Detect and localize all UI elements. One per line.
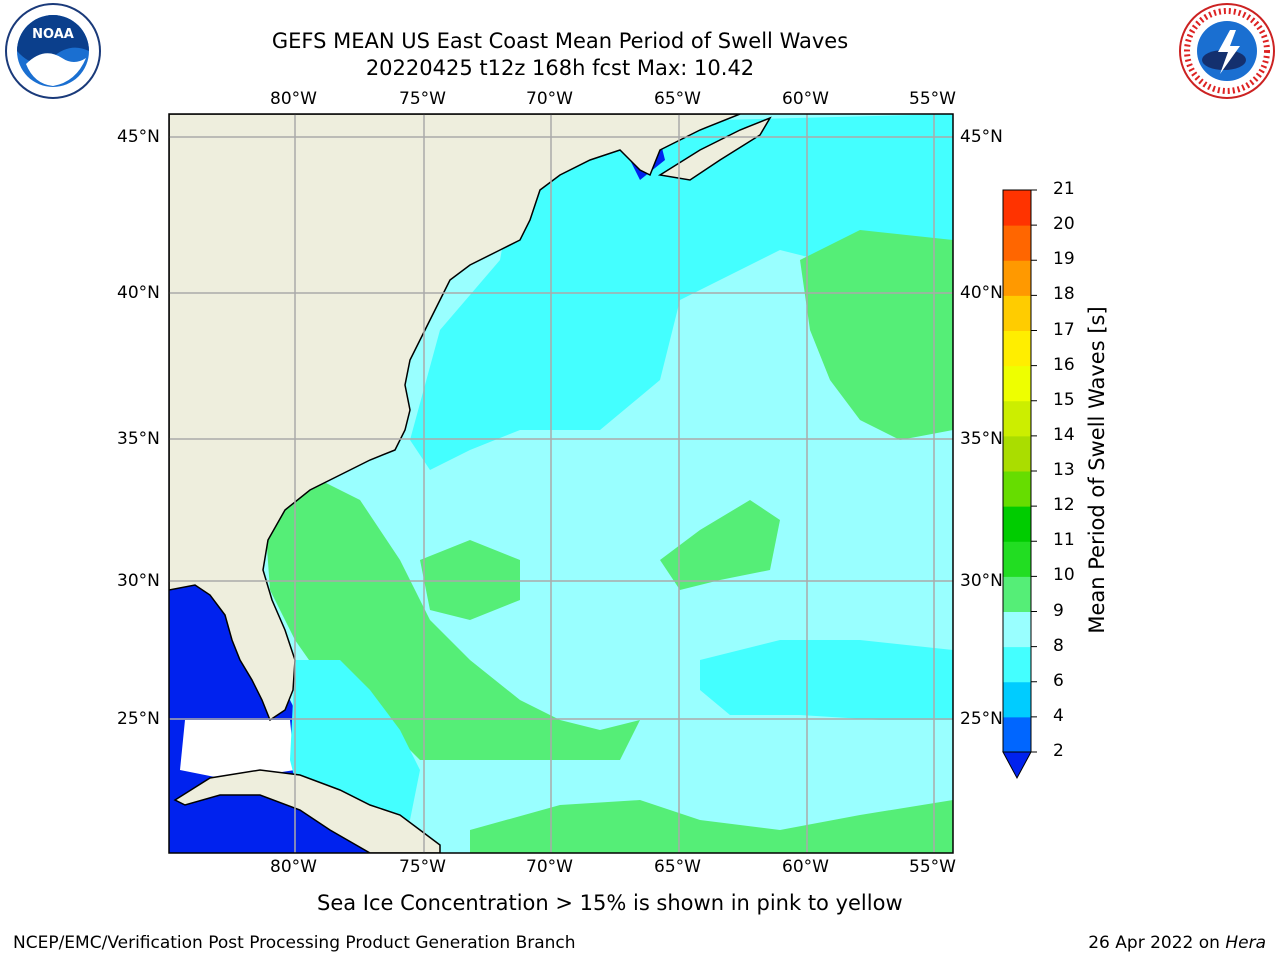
cuba-land	[173, 769, 441, 853]
lat-label-right: 45°N	[960, 127, 1003, 147]
ocean-cyan-north	[410, 114, 953, 470]
ocean-green-south	[470, 800, 953, 853]
svg-text:NOAA: NOAA	[32, 27, 74, 42]
noaa-logo: NOAA	[5, 3, 101, 99]
colorbar-segment	[1003, 225, 1031, 261]
colorbar-tick-label: 13	[1053, 460, 1075, 480]
colorbar-tick-label: 15	[1053, 389, 1075, 410]
ocean-cyan-east	[700, 640, 953, 720]
lon-label-top: 70°W	[526, 89, 573, 109]
colorbar-segment	[1003, 435, 1031, 472]
colorbar-segment	[1003, 400, 1031, 437]
lon-label-top: 55°W	[909, 89, 956, 109]
colorbar-tick-label: 12	[1053, 495, 1075, 516]
lat-label-left: 45°N	[117, 127, 160, 147]
ocean-green-midlat	[420, 540, 520, 620]
lat-label-right: 30°N	[960, 571, 1003, 591]
colorbar-tick-label: 6	[1053, 670, 1064, 691]
colorbar-tick-label: 19	[1053, 249, 1075, 270]
lat-label-left: 30°N	[117, 571, 160, 591]
colorbar-segment	[1003, 716, 1031, 753]
lon-label-bottom: 55°W	[909, 857, 956, 877]
colorbar-extend-triangle	[1002, 751, 1032, 780]
nova-scotia-land	[657, 116, 772, 181]
ocean-green-east	[800, 230, 953, 440]
lon-label-top: 60°W	[782, 89, 829, 109]
lon-label-top: 80°W	[270, 89, 317, 109]
lat-label-right: 40°N	[960, 283, 1003, 303]
lon-label-bottom: 80°W	[270, 857, 317, 877]
colorbar-tick-label: 9	[1053, 600, 1064, 621]
colorbar-tick-label: 14	[1053, 424, 1075, 445]
colorbar-segment	[1003, 330, 1031, 367]
lon-label-bottom: 70°W	[526, 857, 573, 877]
colorbar-tick-label: 20	[1053, 214, 1075, 235]
lat-label-left: 25°N	[117, 709, 160, 729]
colorbar-tick-label: 8	[1053, 635, 1064, 656]
colorbar-segment	[1003, 576, 1031, 612]
lat-label-left: 35°N	[117, 429, 160, 449]
lon-label-top: 65°W	[654, 89, 701, 109]
lat-label-right: 25°N	[960, 709, 1003, 729]
sea-ice-caption: Sea Ice Concentration > 15% is shown in …	[317, 891, 903, 915]
colorbar-tick-label: 11	[1053, 530, 1075, 551]
colorbar-tick-label: 10	[1053, 565, 1075, 586]
nws-logo	[1179, 3, 1275, 99]
colorbar-tick-label: 17	[1053, 319, 1075, 340]
missing-data-area	[180, 720, 295, 780]
colorbar-tick-label: 2	[1053, 741, 1064, 761]
chart-title-line1: GEFS MEAN US East Coast Mean Period of S…	[271, 29, 849, 53]
colorbar-tick-label: 18	[1053, 284, 1075, 305]
colorbar-segment	[1003, 471, 1031, 507]
footer-host: Hera	[1225, 933, 1266, 953]
lon-label-bottom: 75°W	[399, 857, 446, 877]
colorbar-label: Mean Period of Swell Waves [s]	[1085, 306, 1109, 634]
us-land	[169, 114, 741, 722]
footer-right: 26 Apr 2022 on Hera	[1088, 933, 1266, 953]
lon-label-top: 75°W	[399, 89, 446, 109]
colorbar-segment	[1003, 365, 1031, 402]
lon-label-bottom: 60°W	[782, 857, 829, 877]
lon-label-bottom: 65°W	[654, 857, 701, 877]
lat-label-left: 40°N	[117, 283, 160, 303]
colorbar-segment	[1003, 260, 1031, 296]
colorbar-segment	[1003, 681, 1031, 718]
ocean-green-central	[660, 500, 780, 590]
colorbar	[1002, 189, 1037, 780]
footer-date: 26 Apr 2022 on	[1088, 933, 1226, 953]
colorbar-tick-label: 4	[1053, 705, 1064, 726]
colorbar-tick-label: 16	[1053, 354, 1075, 375]
footer-left: NCEP/EMC/Verification Post Processing Pr…	[13, 933, 576, 953]
colorbar-segment	[1003, 506, 1031, 542]
colorbar-segment	[1003, 611, 1031, 648]
colorbar-segment	[1003, 190, 1031, 226]
lat-label-right: 35°N	[960, 429, 1003, 449]
colorbar-segment	[1003, 646, 1031, 683]
map-frame	[168, 113, 954, 854]
graticule	[169, 114, 953, 853]
chart-title-line2: 20220425 t12z 168h fcst Max: 10.42	[365, 56, 755, 80]
colorbar-tick-label: 21	[1053, 179, 1075, 199]
colorbar-segment	[1003, 541, 1031, 577]
colorbar-segment	[1003, 295, 1031, 331]
